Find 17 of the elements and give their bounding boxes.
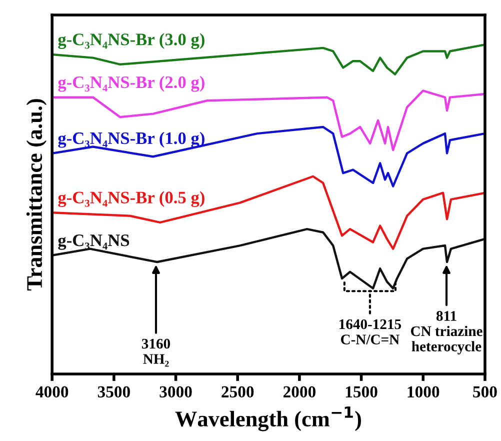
x-tick-label: 3000: [160, 386, 192, 398]
series-label: g-C₃N₄NS-Br (0.5 g): [58, 191, 204, 208]
annotation: 1640-1215 C-N/C=N: [340, 319, 402, 344]
series-label: g-C₃N₄NS: [58, 234, 130, 250]
x-tick-label: 2000: [283, 386, 316, 398]
x-tick-label: 1000: [408, 386, 440, 398]
series-label: g-C₃N₄NS-Br (2.0 g): [58, 76, 204, 92]
annotation: 811 CN triazine heterocycle: [410, 311, 482, 354]
x-tick-label: 1500: [346, 386, 378, 398]
x-tick-label: 3500: [98, 386, 130, 398]
x-axis-title: Wavelength (cm$^{−1}$): [175, 406, 361, 432]
series-label: g-C₃N₄NS-Br (3.0 g): [58, 33, 204, 49]
annotation: 3160 NH₂: [142, 338, 170, 367]
x-tick-label: 500: [473, 386, 497, 398]
x-tick-label: 2500: [222, 386, 254, 398]
x-tick-label: 4000: [36, 386, 68, 398]
y-axis-title: Transmittance (a.u.): [26, 99, 47, 291]
